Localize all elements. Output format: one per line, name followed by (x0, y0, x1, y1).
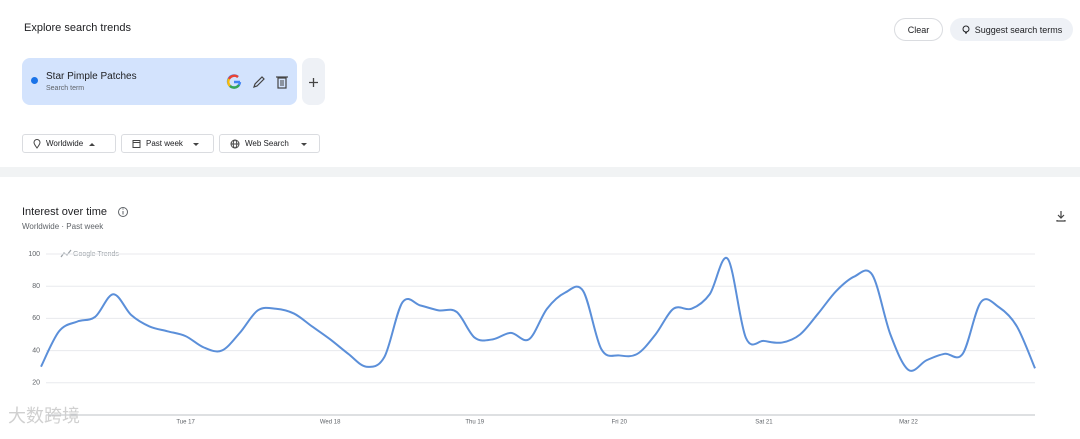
term-dot (31, 77, 38, 84)
time-filter[interactable]: Past week (121, 134, 214, 153)
overlay-watermark: 大数跨境 (8, 406, 80, 426)
term-name: Star Pimple Patches (46, 71, 137, 82)
clear-button[interactable]: Clear (894, 18, 943, 41)
filter-label: Web Search (245, 139, 289, 148)
y-tick-label: 80 (32, 283, 40, 290)
term-actions[interactable] (226, 73, 296, 91)
download-icon[interactable] (1056, 211, 1066, 222)
suggest-label: Suggest search terms (974, 24, 1063, 35)
chart: Interest over time Worldwide · Past week… (8, 206, 1066, 426)
chart-title: Interest over time (22, 206, 107, 218)
y-tick-label: 40 (32, 347, 40, 354)
y-tick-label: 20 (32, 380, 40, 387)
pin-icon (33, 138, 41, 149)
x-tick-label: Mar 22 (899, 420, 918, 426)
caret (89, 142, 96, 146)
x-tick-label: Thu 19 (465, 420, 484, 426)
filter-label: Past week (146, 139, 183, 148)
x-tick-label: Fri 20 (612, 420, 628, 426)
term-subtitle: Search term (46, 85, 85, 92)
chart-subtitle: Worldwide · Past week (22, 222, 104, 231)
calendar-icon (132, 140, 141, 148)
location-filter[interactable]: Worldwide (22, 134, 116, 153)
divider (0, 167, 1080, 177)
x-tick-label: Tue 17 (176, 420, 195, 426)
y-tick-label: 60 (32, 315, 40, 322)
term-card[interactable]: Star Pimple Patches Search term (22, 58, 297, 105)
trend-line (40, 256, 1036, 372)
page-title: Explore search trends (24, 22, 131, 34)
y-tick-label: 100 (28, 251, 40, 258)
caret (192, 142, 199, 146)
add-term[interactable] (302, 58, 325, 105)
x-tick-label: Sat 21 (755, 420, 773, 426)
filter-label: Worldwide (46, 139, 84, 148)
caret (300, 142, 307, 146)
property-filter[interactable]: Web Search (219, 134, 320, 153)
x-tick-label: Wed 18 (320, 420, 341, 426)
suggest-button[interactable]: Suggest search terms (950, 18, 1073, 41)
plus-icon (309, 78, 318, 87)
info-icon[interactable] (118, 207, 128, 217)
bulb-icon (962, 25, 970, 33)
globe-icon (230, 139, 240, 148)
